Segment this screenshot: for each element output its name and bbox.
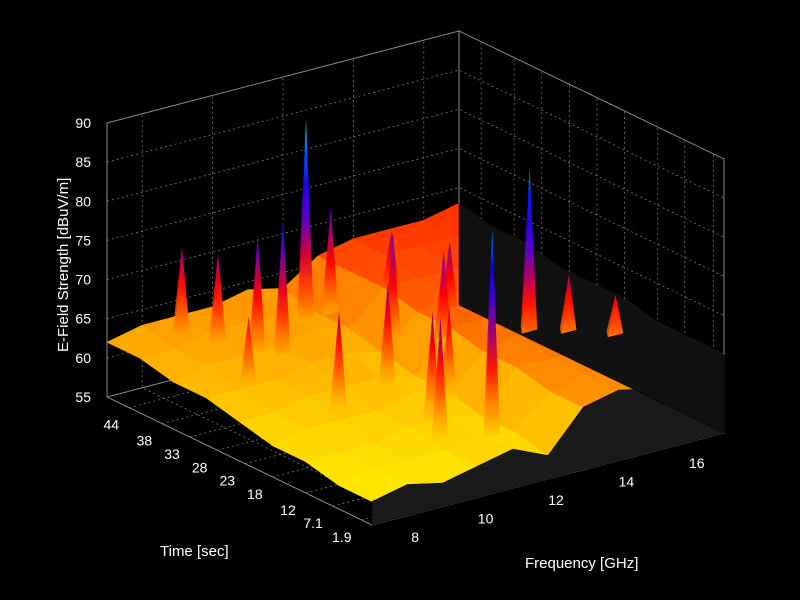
z-tick-label: 85 <box>75 154 91 170</box>
x-gridline <box>212 95 478 498</box>
peak-spike <box>322 207 339 316</box>
peak-back-face <box>209 252 218 344</box>
y-tick-label: 12 <box>280 502 296 518</box>
y-tick-label: 7.1 <box>303 515 323 531</box>
peak-back-face <box>423 311 433 423</box>
peak-spike <box>441 306 457 403</box>
peak-back-face <box>239 316 249 389</box>
peak-spike <box>210 252 226 344</box>
peak-spike <box>250 234 266 355</box>
x-axis-label: Frequency [GHz] <box>525 555 638 572</box>
surface-peaks <box>173 119 624 442</box>
peak-spike <box>521 167 538 334</box>
y-tick-label: 23 <box>219 473 235 489</box>
x-tick-label: 14 <box>619 474 635 490</box>
z-tick-label: 80 <box>75 193 91 209</box>
z-axis-label: E-Field Strength [dBuV/m] <box>55 178 72 352</box>
peak-spike <box>174 245 190 336</box>
x-tick-label: 10 <box>478 510 494 526</box>
peak-spike <box>484 230 500 438</box>
z-tick-label: 60 <box>75 350 91 366</box>
z-gridline <box>106 108 725 238</box>
peak-back-face <box>483 230 493 438</box>
peak-spike <box>435 251 452 340</box>
peak-back-face <box>431 317 441 442</box>
x-tick-label: 8 <box>411 529 419 545</box>
peak-spike <box>275 220 291 357</box>
z-tick-label: 90 <box>75 115 91 131</box>
peak-back-face <box>560 274 569 334</box>
peak-spike <box>240 316 257 389</box>
peak-spike <box>298 119 314 321</box>
peak-back-face <box>173 245 182 336</box>
surface-plot <box>106 202 725 526</box>
x-gridline <box>423 40 689 443</box>
peak-spike <box>432 317 449 442</box>
peak-back-face <box>434 251 444 340</box>
z-tick-label: 65 <box>75 311 91 327</box>
y-tick-label: 28 <box>192 459 208 475</box>
y-tick-label: 18 <box>247 486 263 502</box>
x-gridline <box>141 113 408 517</box>
peak-back-face <box>520 167 530 334</box>
z-tick-label: 55 <box>75 389 91 405</box>
y-tick-label: 38 <box>137 433 153 449</box>
peak-back-face <box>382 231 392 288</box>
peak-spike <box>380 281 396 386</box>
peak-back-face <box>248 234 258 355</box>
peak-back-face <box>321 207 331 316</box>
y-tick-label: 1.9 <box>332 529 352 545</box>
y-axis-label: Time [sec] <box>160 543 229 560</box>
peak-back-face <box>606 294 616 338</box>
peak-spike <box>561 274 577 334</box>
z-gridline <box>106 187 725 316</box>
tick-labels: 8 10 12 14 16 1.9 7.1 12 18 23 28 33 38 44 55 60 65 70 75 8… <box>75 115 704 545</box>
peak-back-face <box>379 281 388 386</box>
peak-spike <box>331 310 347 412</box>
y-tick-label: 44 <box>104 417 120 433</box>
z-gridline <box>106 147 725 277</box>
x-tick-label: 16 <box>689 455 705 471</box>
peak-back-face <box>330 310 339 412</box>
peak-back-face <box>297 119 306 321</box>
z-tick-label: 70 <box>75 272 91 288</box>
peak-back-face <box>274 220 283 357</box>
x-gridline <box>352 58 619 461</box>
x-gridline <box>282 77 549 480</box>
z-gridline <box>106 69 725 199</box>
x-tick-label: 12 <box>548 492 564 508</box>
z-tick-label: 75 <box>75 232 91 248</box>
peak-spike <box>607 294 624 338</box>
z-gridline <box>106 30 725 160</box>
y-tick-label: 33 <box>164 446 180 462</box>
